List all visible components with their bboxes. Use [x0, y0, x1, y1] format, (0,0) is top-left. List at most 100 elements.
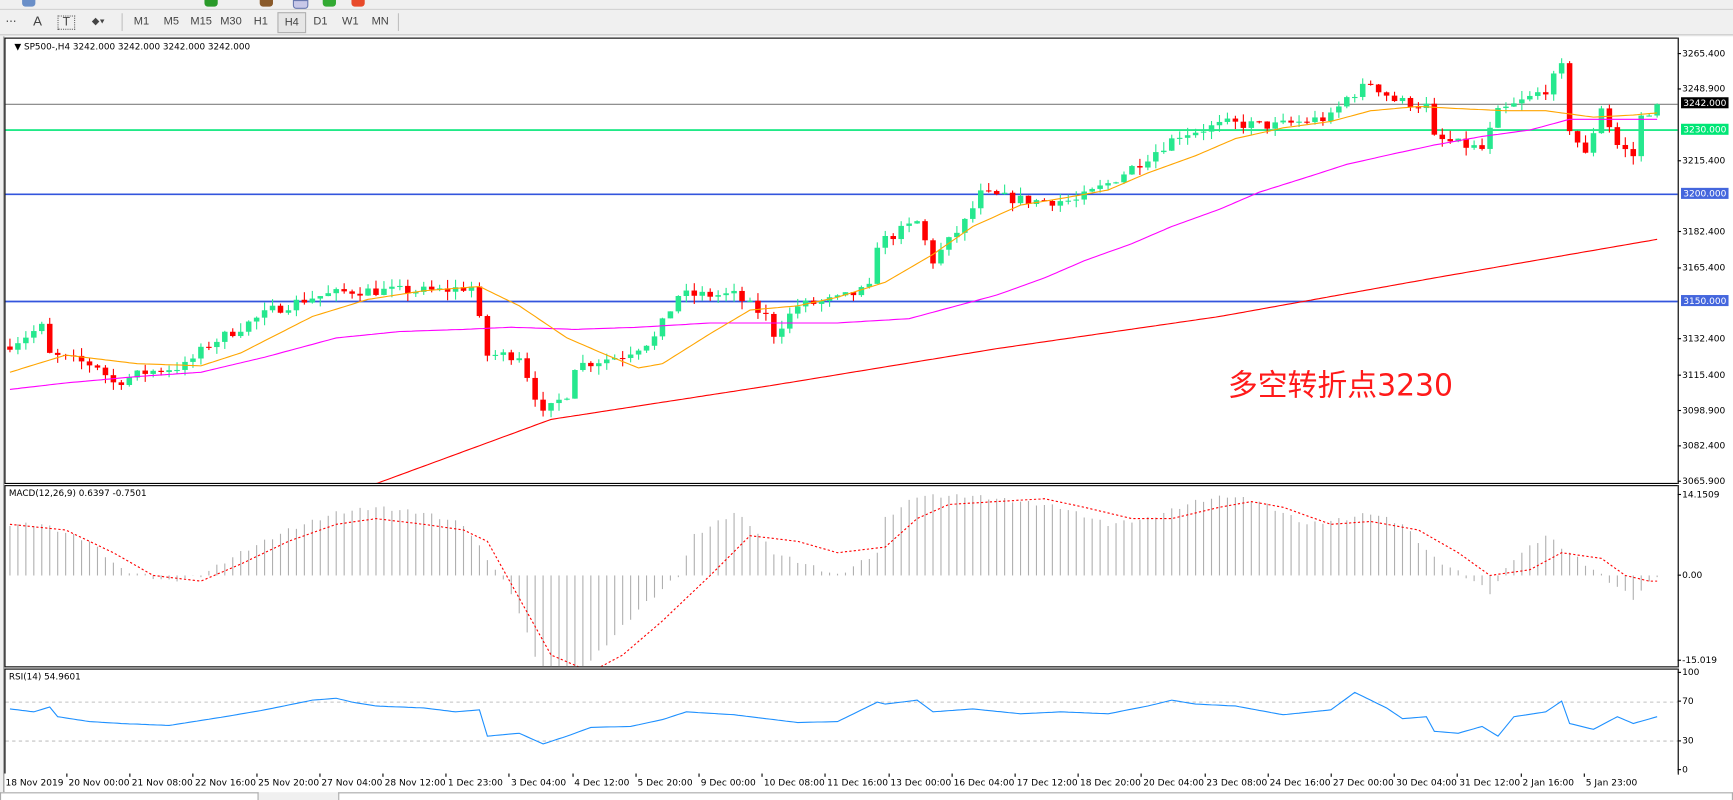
candle-body [1312, 117, 1318, 123]
toolbar-icon[interactable] [292, 0, 309, 9]
candle [78, 348, 85, 370]
candle [691, 283, 698, 305]
candle-body [1455, 138, 1461, 142]
candle [174, 362, 180, 375]
rsi-chart [5, 691, 1678, 745]
time-label: 2 Jan 16:00 [1522, 776, 1575, 788]
rsi-pane[interactable]: RSI(14) 54.9601 [4, 668, 1679, 775]
candle [826, 294, 833, 307]
toolbar-icon[interactable] [259, 0, 273, 7]
time-tick [192, 773, 194, 777]
timeframe-m30-button[interactable]: M30 [220, 15, 242, 28]
candle-body [818, 300, 825, 304]
price-label: 3248.900 [1682, 82, 1726, 94]
time-tick [951, 773, 953, 777]
candle-body [94, 365, 101, 368]
candle-body [1566, 63, 1573, 132]
price-axis[interactable]: 3265.400 3248.900 3215.400 3182.400 3165.400… [1677, 37, 1733, 486]
time-label: 1 Dec 23:00 [447, 776, 503, 788]
candle-body [1224, 118, 1231, 122]
time-tick [66, 773, 68, 777]
candle-body [1383, 92, 1390, 96]
candle [1304, 117, 1310, 125]
candle-body [651, 336, 658, 346]
candle [723, 287, 729, 302]
candle-body [277, 305, 284, 313]
candle [564, 397, 570, 401]
candle-body [596, 363, 602, 367]
macd-label: MACD(12,26,9) 0.6397 -0.7501 [8, 488, 147, 499]
time-label: 21 Nov 08:00 [131, 776, 193, 788]
candle [1383, 91, 1390, 102]
timeframe-m15-button[interactable]: M15 [190, 15, 212, 28]
toolbar-icon[interactable] [22, 0, 36, 7]
macd-axis-label: 14.1509 [1682, 488, 1720, 500]
candle-body [1336, 106, 1342, 113]
candle-body [842, 292, 849, 296]
price-pane[interactable]: ▼ SP500-,H4 3242.000 3242.000 3242.000 3… [4, 37, 1679, 484]
candle-body [357, 293, 363, 296]
candle-body [548, 403, 554, 411]
candle [1168, 134, 1175, 151]
text-icon[interactable]: A [33, 13, 42, 29]
candle-body [420, 286, 427, 292]
time-tick [255, 773, 258, 777]
candle [1232, 115, 1239, 130]
candle-body [532, 377, 538, 400]
candle [1574, 130, 1581, 148]
candle [15, 336, 21, 355]
candle [269, 299, 276, 313]
candle [1224, 112, 1231, 125]
timeframe-mn-button[interactable]: MN [371, 15, 389, 28]
candle-body [86, 361, 93, 366]
candle-body [1161, 150, 1167, 153]
macd-pane[interactable]: MACD(12,26,9) 0.6397 -0.7501 [4, 485, 1679, 668]
time-tick [1204, 773, 1206, 777]
candle [1312, 110, 1318, 125]
collapse-triangle-icon[interactable]: ▼ [14, 41, 24, 52]
candle-body [285, 310, 292, 313]
toolbar-icon[interactable] [351, 0, 365, 7]
text-label-icon[interactable]: T [57, 15, 76, 30]
time-label: 18 Nov 2019 [5, 776, 64, 788]
chart-tab[interactable] [338, 792, 1733, 800]
candle-body [954, 232, 960, 238]
candle [357, 287, 363, 302]
candle [1487, 121, 1493, 154]
candle [1176, 131, 1183, 145]
toolbar-icon[interactable] [322, 0, 336, 7]
timeframe-m5-button[interactable]: M5 [163, 15, 179, 28]
candle [1606, 104, 1613, 133]
candle [747, 297, 753, 302]
candle-body [643, 345, 650, 351]
candle-body [46, 323, 53, 353]
candle [1566, 61, 1573, 135]
timeframe-w1-button[interactable]: W1 [342, 15, 359, 28]
candle-body [914, 221, 920, 224]
toolbar-icon[interactable] [204, 0, 218, 7]
candle [794, 298, 801, 319]
candle [1391, 91, 1398, 102]
chart-tab[interactable] [0, 792, 259, 800]
candle [1248, 117, 1255, 135]
grid-icon[interactable]: ⋯ [5, 15, 17, 28]
time-label: 17 Dec 12:00 [1016, 776, 1078, 788]
candle-body [1598, 108, 1605, 134]
time-tick [1267, 773, 1269, 777]
arrows-icon[interactable]: ⬥▾ [91, 15, 105, 28]
candle-body [580, 362, 586, 371]
timeframe-h1-button[interactable]: H1 [253, 15, 268, 28]
candle-body [413, 291, 419, 294]
candle [333, 287, 339, 302]
candle-body [1240, 121, 1247, 128]
time-tick [1520, 773, 1522, 777]
candle [476, 282, 483, 318]
candle-body [1622, 144, 1629, 150]
candle [1240, 114, 1247, 134]
timeframe-h4-button[interactable]: H4 [277, 12, 307, 34]
timeframe-d1-button[interactable]: D1 [313, 15, 328, 28]
timeframe-m1-button[interactable]: M1 [133, 15, 150, 28]
candle-body [1606, 108, 1613, 128]
candle-body [627, 354, 634, 358]
